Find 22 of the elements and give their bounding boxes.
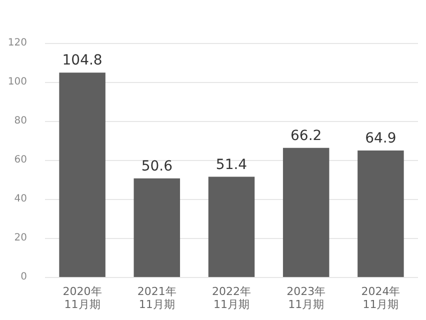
x-tick-label: 2022年 11月期 [212,285,251,311]
bar [208,176,255,277]
data-label: 50.6 [141,158,173,174]
x-tick-label: 2024年 11月期 [361,285,400,311]
bar [134,178,180,277]
data-label: 66.2 [290,128,322,144]
y-tick-label: 20 [14,232,27,244]
data-label: 51.4 [216,156,248,173]
y-tick-label: 80 [14,116,27,126]
data-label: 64.9 [365,130,396,146]
x-tick-label: 2023年 11月期 [286,285,326,311]
bar [358,150,404,277]
x-tick-label: 2021年 11月期 [137,285,176,311]
x-tick-label: 2020年 11月期 [62,285,102,311]
bar [59,72,106,277]
y-tick-label: 120 [8,38,27,48]
data-label: 104.8 [62,52,102,69]
y-tick-label: 60 [14,154,27,166]
y-tick-label: 0 [20,272,27,282]
y-tick-label: 100 [8,76,27,88]
bar [282,148,330,277]
y-tick-label: 40 [14,194,27,204]
